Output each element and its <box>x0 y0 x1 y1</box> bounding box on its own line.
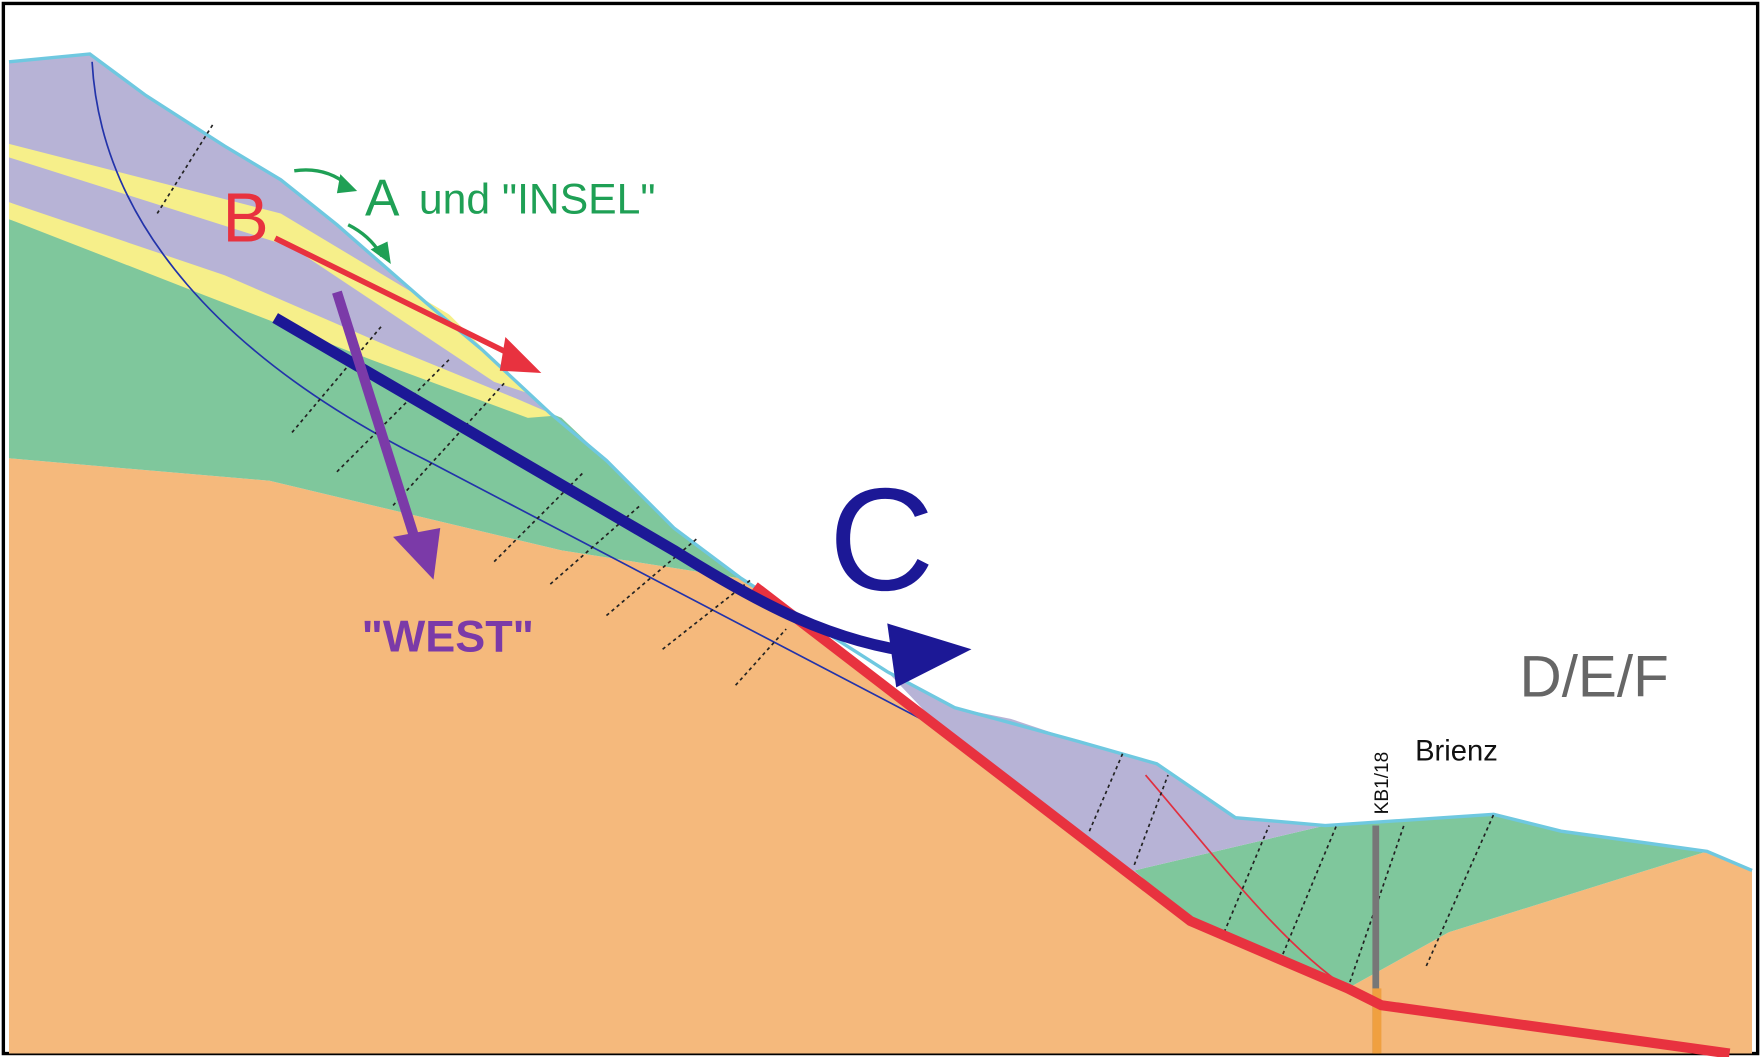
label-def: D/E/F <box>1520 644 1669 709</box>
label-a: A <box>365 169 400 227</box>
cross-section: B A und "INSEL" C "WEST" D/E/F Brienz KB… <box>0 0 1761 1057</box>
label-b: B <box>222 179 268 257</box>
label-a-note: und "INSEL" <box>419 175 656 223</box>
place-label: Brienz <box>1415 735 1498 767</box>
page: B A und "INSEL" C "WEST" D/E/F Brienz KB… <box>0 0 1761 1057</box>
label-c: C <box>829 458 934 621</box>
borehole-label: KB1/18 <box>1372 752 1393 815</box>
label-west: "WEST" <box>362 610 534 661</box>
